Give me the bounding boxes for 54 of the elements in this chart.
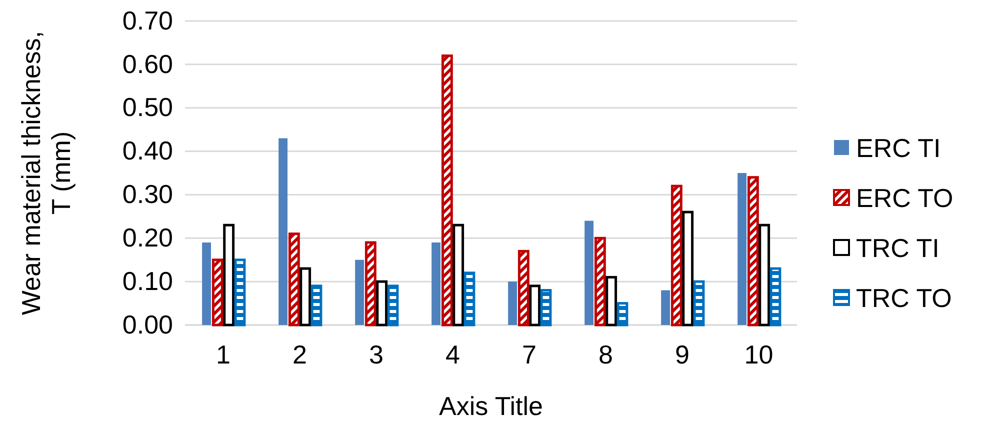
bar <box>376 280 388 326</box>
bar <box>387 284 399 326</box>
x-tick-label: 4 <box>446 339 460 370</box>
bar <box>747 176 759 326</box>
bar <box>594 236 606 326</box>
bar <box>529 284 541 326</box>
bar <box>452 224 464 326</box>
x-tick-label: 3 <box>369 339 384 370</box>
bar <box>310 284 322 326</box>
bar <box>670 184 682 326</box>
x-tick-label: 10 <box>744 339 774 370</box>
bar <box>202 242 211 325</box>
legend-label: ERC TI <box>856 133 941 163</box>
bar <box>738 173 746 325</box>
x-axis-title: Axis Title <box>438 391 544 421</box>
bar <box>234 258 246 326</box>
bar <box>518 250 530 326</box>
x-tick-label: 1 <box>216 339 230 370</box>
bar <box>441 54 453 326</box>
bar <box>682 210 694 326</box>
bar <box>540 289 552 326</box>
bar <box>364 241 376 326</box>
y-tick-label: 0.40 <box>122 136 173 166</box>
bar <box>661 290 670 325</box>
x-tick-label: 8 <box>598 339 613 370</box>
y-tick-label: 0.50 <box>122 92 173 122</box>
x-tick-label: 7 <box>522 339 536 370</box>
bar <box>212 258 224 326</box>
bar <box>584 220 594 325</box>
bar <box>223 224 235 326</box>
y-axis-title: Wear material thickness, T (mm) <box>16 30 76 316</box>
y-tick-label: 0.70 <box>122 5 173 36</box>
bar <box>693 280 705 326</box>
bar <box>288 232 300 326</box>
bar <box>278 138 288 325</box>
y-tick-label: 0.10 <box>122 266 173 296</box>
legend-label: TRC TI <box>856 233 940 263</box>
bar <box>616 302 628 326</box>
y-tick-label: 0.60 <box>122 48 173 79</box>
x-tick-label: 9 <box>675 339 690 370</box>
legend-label: ERC TO <box>856 183 954 213</box>
legend-label: TRC TO <box>856 283 952 313</box>
bar <box>770 267 782 326</box>
x-tick-label: 2 <box>292 339 307 370</box>
bar <box>432 242 440 325</box>
bar <box>606 276 618 326</box>
bar <box>355 260 364 325</box>
bar <box>758 224 770 326</box>
bar <box>508 282 517 325</box>
y-tick-label: 0.00 <box>122 309 173 340</box>
bar <box>464 272 476 326</box>
bar <box>300 267 312 326</box>
y-tick-label: 0.20 <box>122 222 173 252</box>
y-tick-label: 0.30 <box>122 179 173 210</box>
